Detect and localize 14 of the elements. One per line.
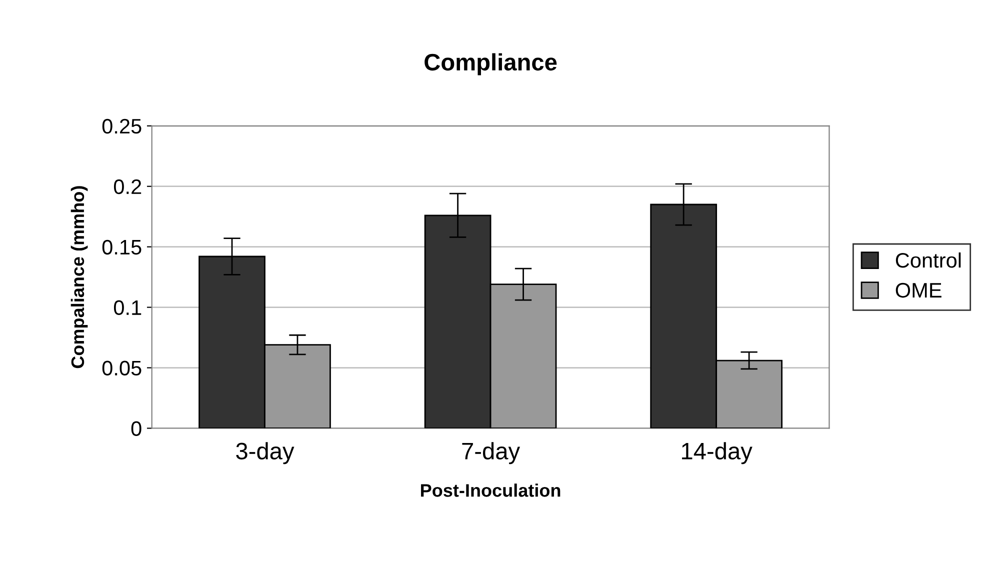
x-tick-label: 14-day	[682, 442, 752, 464]
chart-title: Compliance	[424, 53, 557, 76]
y-tick-label: 0.15	[102, 240, 142, 255]
y-tick-label: 0.1	[114, 300, 142, 316]
legend-label: OME	[896, 282, 942, 298]
y-axis-title: Compaliance (mmho)	[70, 186, 88, 368]
y-tick-label: 0.05	[102, 360, 142, 376]
x-tick-label: 3-day	[236, 442, 294, 464]
x-tick-label: 7-day	[462, 442, 520, 464]
y-tick-label: 0.2	[114, 179, 142, 194]
x-axis-title: Post-Inoculation	[421, 484, 560, 497]
y-tick-label: 0.25	[102, 118, 142, 134]
legend-label: Control	[896, 252, 961, 268]
y-tick-label: 0	[131, 421, 142, 436]
